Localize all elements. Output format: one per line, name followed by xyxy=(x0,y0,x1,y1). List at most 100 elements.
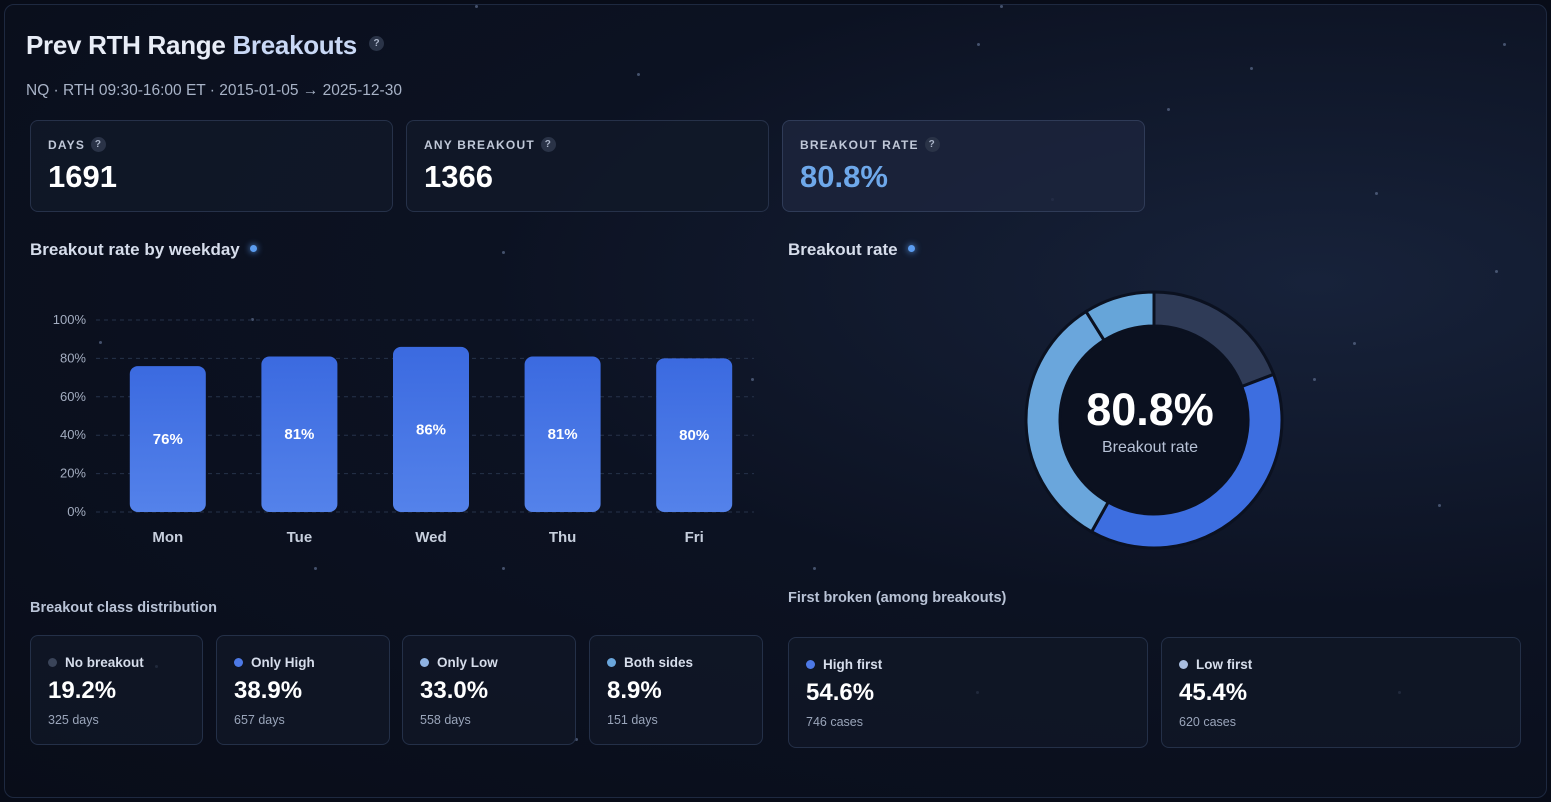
x-tick-label: Tue xyxy=(287,529,313,546)
star-speck xyxy=(1375,192,1378,195)
kpi-value: 1366 xyxy=(424,159,493,194)
card-value: 8.9% xyxy=(607,677,662,704)
bar xyxy=(524,356,601,512)
kpi-label: DAYS? xyxy=(48,137,107,153)
kpi-value: 1691 xyxy=(48,159,117,194)
bar xyxy=(261,356,338,512)
card-subtext: 620 cases xyxy=(1179,715,1236,729)
donut-chart-title: Breakout rate xyxy=(788,240,915,260)
star-speck xyxy=(1438,504,1441,507)
star-speck xyxy=(1495,270,1498,273)
kpi-label: BREAKOUT RATE? xyxy=(800,137,940,153)
class-card-both-sides: Both sides 8.9% 151 days xyxy=(589,635,763,745)
card-subtext: 151 days xyxy=(607,713,658,727)
class-card-no-breakout: No breakout 19.2% 325 days xyxy=(30,635,203,745)
donut-slice xyxy=(1089,372,1284,550)
legend-dot-icon xyxy=(48,658,57,667)
x-tick-label: Thu xyxy=(549,529,577,546)
card-label: Only Low xyxy=(420,655,498,670)
star-speck xyxy=(1503,43,1506,46)
star-speck xyxy=(575,738,578,741)
bar-value-label: 76% xyxy=(153,431,183,448)
bar xyxy=(656,358,733,512)
class-card-only-low: Only Low 33.0% 558 days xyxy=(402,635,576,745)
card-subtext: 746 cases xyxy=(806,715,863,729)
star-speck xyxy=(1313,378,1316,381)
breakout-donut-chart xyxy=(1024,290,1284,550)
section-title-text: Breakout rate by weekday xyxy=(30,240,240,259)
x-tick-label: Fri xyxy=(685,529,704,546)
y-tick-label: 0% xyxy=(67,504,86,519)
star-speck xyxy=(502,251,505,254)
y-tick-label: 80% xyxy=(60,350,86,365)
card-value: 33.0% xyxy=(420,677,489,704)
bar-value-label: 86% xyxy=(416,421,446,438)
first-card-high: High first 54.6% 746 cases xyxy=(788,637,1148,748)
donut-center-value: 80.8% xyxy=(1086,384,1214,435)
star-speck xyxy=(1250,67,1253,70)
kpi-label-text: DAYS xyxy=(48,138,86,152)
legend-dot-icon xyxy=(607,658,616,667)
card-label: Both sides xyxy=(607,655,693,670)
y-tick-label: 60% xyxy=(60,389,86,404)
kpi-any-breakout: ANY BREAKOUT? 1366 xyxy=(406,120,769,212)
bar xyxy=(393,346,469,512)
card-subtext: 657 days xyxy=(234,713,285,727)
star-speck xyxy=(1167,108,1170,111)
help-icon[interactable]: ? xyxy=(924,137,940,153)
donut-center-label: Breakout rate xyxy=(1101,439,1199,456)
help-icon[interactable]: ? xyxy=(540,137,556,153)
star-speck xyxy=(99,341,102,344)
y-tick-label: 40% xyxy=(60,427,86,442)
card-value: 19.2% xyxy=(48,677,117,704)
legend-dot-icon xyxy=(806,660,815,669)
y-tick-label: 20% xyxy=(60,466,86,481)
card-label: High first xyxy=(806,657,882,672)
card-label: Only High xyxy=(234,655,315,670)
card-label-text: High first xyxy=(823,657,883,672)
card-label-text: Both sides xyxy=(624,655,694,670)
bar xyxy=(129,366,206,512)
star-speck xyxy=(1000,5,1003,8)
card-value: 54.6% xyxy=(806,679,875,706)
first-card-low: Low first 45.4% 620 cases xyxy=(1161,637,1521,748)
card-label: Low first xyxy=(1179,657,1252,672)
card-label-text: No breakout xyxy=(65,655,144,670)
title-main: Prev RTH Range xyxy=(26,30,233,60)
class-card-only-high: Only High 38.9% 657 days xyxy=(216,635,390,745)
legend-dot-icon xyxy=(420,658,429,667)
kpi-value: 80.8% xyxy=(800,159,888,194)
help-icon[interactable]: ? xyxy=(91,137,107,153)
bar-value-label: 81% xyxy=(548,426,578,443)
star-speck xyxy=(314,567,317,570)
star-speck xyxy=(475,5,478,8)
kpi-label: ANY BREAKOUT? xyxy=(424,137,556,153)
page-subtitle: NQ · RTH 09:30-16:00 ET · 2015-01-05 → 2… xyxy=(26,82,402,99)
status-dot-icon xyxy=(249,245,257,253)
bar-value-label: 81% xyxy=(284,426,314,443)
section-title-text: Breakout rate xyxy=(788,240,898,259)
bar-value-label: 80% xyxy=(679,427,709,444)
kpi-days: DAYS? 1691 xyxy=(30,120,393,212)
first-broken-title: First broken (among breakouts) xyxy=(788,590,1007,606)
kpi-label-text: ANY BREAKOUT xyxy=(424,138,535,152)
card-value: 45.4% xyxy=(1179,679,1248,706)
help-icon[interactable]: ? xyxy=(368,35,384,51)
donut-hole xyxy=(1061,327,1247,513)
x-tick-label: Mon xyxy=(152,529,183,546)
kpi-breakout-rate: BREAKOUT RATE? 80.8% xyxy=(782,120,1145,212)
card-value: 38.9% xyxy=(234,677,303,704)
card-label-text: Only High xyxy=(251,655,315,670)
star-speck xyxy=(502,567,505,570)
card-label-text: Low first xyxy=(1196,657,1253,672)
kpi-label-text: BREAKOUT RATE xyxy=(800,138,919,152)
class-distribution-title: Breakout class distribution xyxy=(30,600,217,616)
x-tick-label: Wed xyxy=(415,529,446,546)
status-dot-icon xyxy=(907,245,915,253)
card-label: No breakout xyxy=(48,655,144,670)
star-speck xyxy=(1353,342,1356,345)
donut-center: 80.8% Breakout rate xyxy=(1050,384,1250,457)
star-speck xyxy=(977,43,980,46)
card-subtext: 558 days xyxy=(420,713,471,727)
legend-dot-icon xyxy=(234,658,243,667)
